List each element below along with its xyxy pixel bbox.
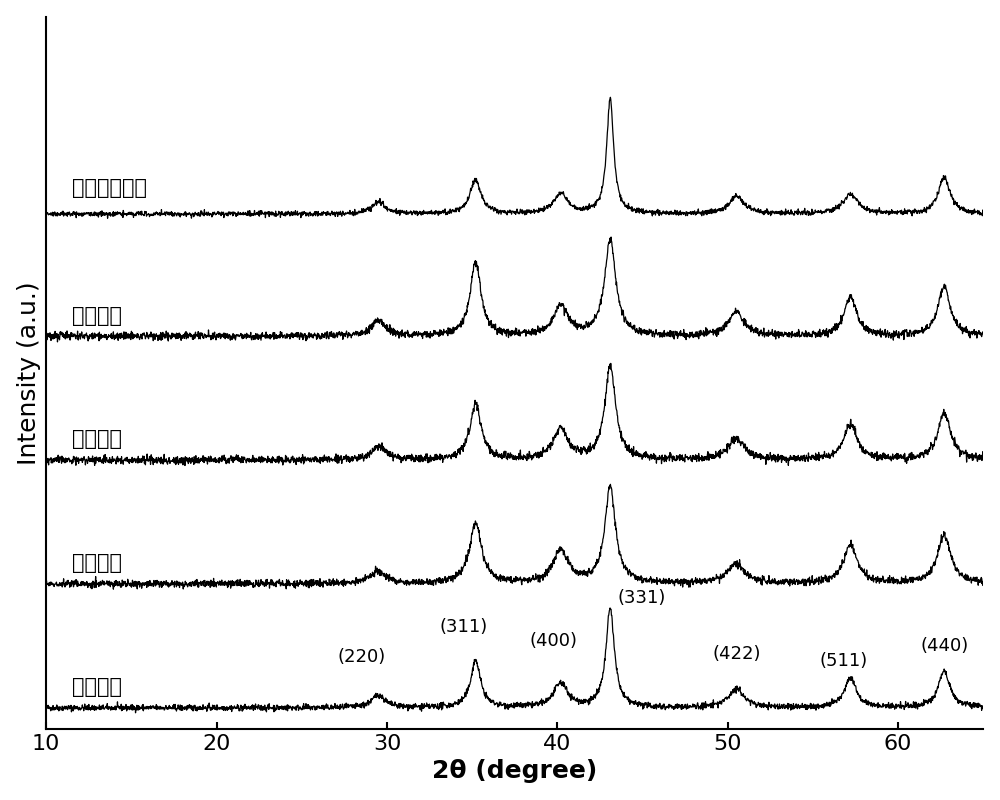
Y-axis label: Intensity (a.u.): Intensity (a.u.) xyxy=(17,281,41,465)
Text: 实施例二: 实施例二 xyxy=(72,553,122,573)
Text: (400): (400) xyxy=(530,631,578,650)
X-axis label: 2θ (degree): 2θ (degree) xyxy=(432,759,597,783)
Text: 实施例五、六: 实施例五、六 xyxy=(72,178,147,198)
Text: (331): (331) xyxy=(617,589,665,606)
Text: 实施例三: 实施例三 xyxy=(72,430,122,450)
Text: (220): (220) xyxy=(337,648,386,666)
Text: 实施例四: 实施例四 xyxy=(72,306,122,326)
Text: 实施例一: 实施例一 xyxy=(72,677,122,697)
Text: (422): (422) xyxy=(712,645,761,663)
Text: (311): (311) xyxy=(440,618,488,636)
Text: (440): (440) xyxy=(920,637,968,655)
Text: (511): (511) xyxy=(819,652,868,670)
